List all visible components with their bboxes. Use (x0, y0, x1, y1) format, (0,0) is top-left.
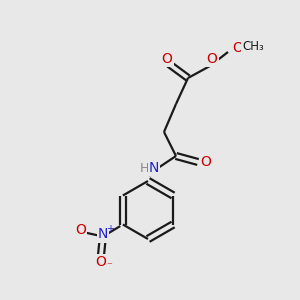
Text: O: O (207, 52, 218, 66)
Text: N: N (98, 227, 108, 242)
Text: +: + (106, 224, 114, 233)
Text: O: O (95, 256, 106, 269)
Text: CH₃: CH₃ (242, 40, 264, 53)
Text: O: O (75, 224, 86, 238)
Text: N: N (149, 161, 159, 175)
Text: O: O (232, 41, 243, 55)
Text: O: O (201, 155, 212, 169)
Text: O: O (162, 52, 172, 66)
Text: H: H (139, 161, 149, 175)
Text: ⁻: ⁻ (106, 262, 112, 272)
